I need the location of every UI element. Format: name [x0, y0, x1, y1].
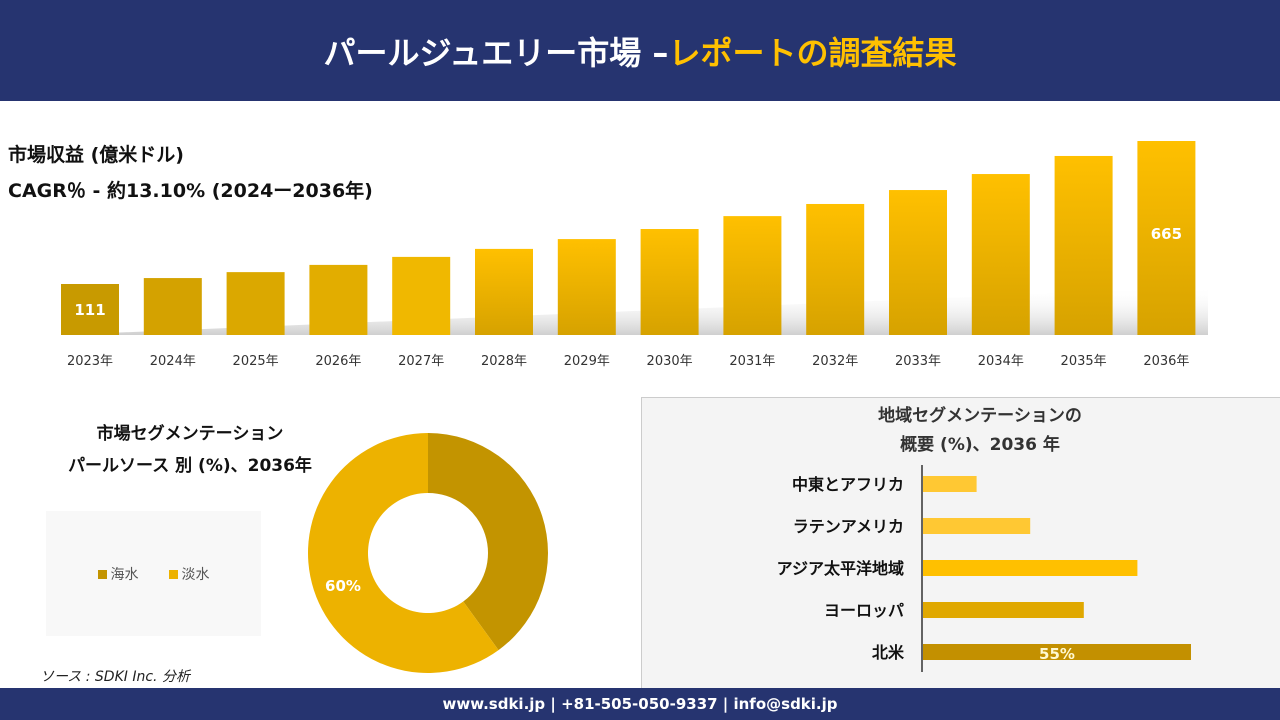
year-tick-label: 2023年	[67, 354, 113, 369]
year-tick-label: 2036年	[1143, 354, 1189, 369]
region-bar	[923, 644, 1191, 660]
donut-legend: 海水 淡水	[46, 511, 261, 636]
revenue-bar	[392, 256, 451, 335]
legend-item-saltwater: 海水	[97, 564, 139, 584]
region-label: 北米	[872, 643, 905, 662]
revenue-bar	[557, 239, 616, 335]
revenue-bar	[226, 272, 285, 335]
region-label: 中東とアフリカ	[792, 475, 904, 494]
page-title: パールジュエリー市場 –	[323, 33, 669, 72]
revenue-bar-svg: 2023年 111 2024年 2025年 2026年 2027年 2028年 2029年 20…	[60, 141, 1208, 369]
region-title-line1: 地域セグメンテーションの	[878, 406, 1082, 426]
legend-item-freshwater: 淡水	[168, 564, 210, 584]
revenue-label: 市場収益 (億米ドル)	[8, 144, 184, 166]
year-tick-label: 2032年	[812, 354, 858, 369]
revenue-bar	[723, 216, 782, 335]
region-bar	[923, 560, 1138, 576]
revenue-bar	[971, 174, 1030, 335]
year-tick-label: 2024年	[150, 354, 196, 369]
segment-title-line1: 市場セグメンテーション	[96, 424, 284, 444]
revenue-bar-chart: 2023年 111 2024年 2025年 2026年 2027年 2028年 2029年 20…	[0, 101, 1280, 397]
year-tick-label: 2035年	[1061, 354, 1107, 369]
revenue-bar	[61, 284, 119, 335]
legend-swatch	[97, 569, 107, 579]
source-note: ソース : SDKI Inc. 分析	[40, 669, 190, 685]
segment-title-line2: パールソース 別 (%)、2036年	[68, 456, 312, 476]
legend-swatch	[168, 569, 178, 579]
revenue-bar	[640, 229, 699, 335]
footer-contact: www.sdki.jp | +81-505-050-9337 | info@sd…	[0, 688, 1280, 720]
segment-title: 市場セグメンテーション パールソース 別 (%)、2036年	[40, 418, 340, 482]
cagr-label: CAGR％ - 約13.10% (2024ー2036年)	[8, 180, 373, 202]
revenue-bar	[806, 203, 865, 335]
region-bar	[923, 602, 1084, 618]
page-title-highlight: レポートの調査結果	[668, 33, 957, 72]
region-title-line2: 概要 (%)、2036 年	[900, 435, 1060, 455]
region-bar	[923, 518, 1031, 534]
legend-label: 淡水	[181, 566, 210, 583]
region-value-label: 55%	[1039, 645, 1075, 663]
region-label: アジア太平洋地域	[777, 559, 904, 578]
year-tick-label: 2034年	[978, 354, 1024, 369]
pearl-source-donut-chart: 60%	[308, 433, 548, 673]
region-bar	[923, 476, 977, 492]
revenue-bar	[143, 278, 202, 335]
year-tick-label: 2025年	[233, 354, 279, 369]
bar-value-label: 111	[74, 301, 105, 319]
donut-slice	[428, 433, 548, 651]
revenue-bar	[889, 190, 947, 335]
year-tick-label: 2030年	[647, 354, 693, 369]
year-tick-label: 2031年	[729, 354, 775, 369]
bar-value-label: 665	[1151, 225, 1182, 243]
revenue-bar	[309, 264, 368, 335]
revenue-bar	[475, 248, 533, 335]
region-segment-panel	[641, 397, 1280, 688]
donut-value-label: 60%	[325, 577, 361, 595]
region-title: 地域セグメンテーションの 概要 (%)、2036 年	[760, 402, 1200, 460]
year-tick-label: 2029年	[564, 354, 610, 369]
legend-label: 海水	[110, 566, 139, 583]
revenue-bar	[1137, 141, 1196, 335]
header-banner: パールジュエリー市場 – レポートの調査結果	[0, 0, 1280, 101]
year-tick-label: 2028年	[481, 354, 527, 369]
year-tick-label: 2033年	[895, 354, 941, 369]
region-label: ヨーロッパ	[824, 601, 904, 620]
year-tick-label: 2027年	[398, 354, 444, 369]
region-label: ラテンアメリカ	[793, 517, 904, 536]
revenue-bar	[1054, 155, 1113, 335]
donut-slice	[308, 433, 499, 673]
year-tick-label: 2026年	[315, 354, 361, 369]
